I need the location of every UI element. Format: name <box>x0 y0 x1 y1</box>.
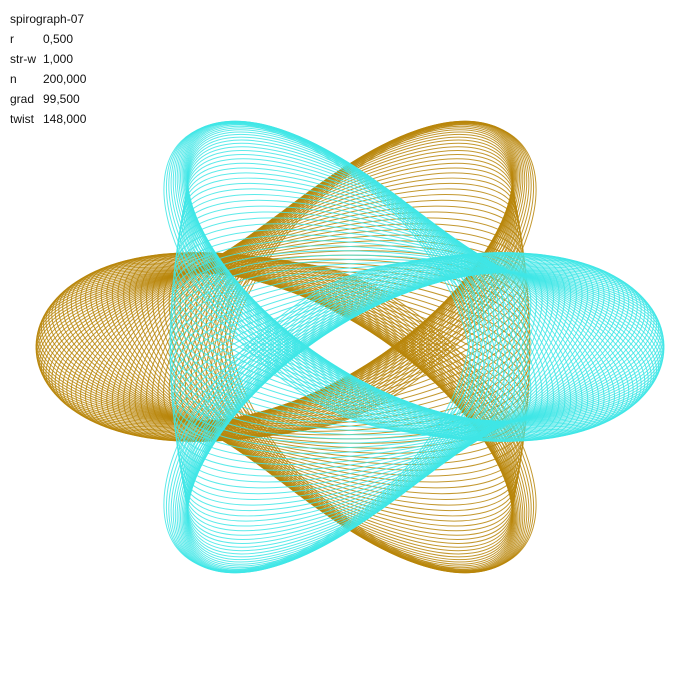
right-lobe-curve <box>180 188 625 433</box>
left-lobe-curve <box>229 123 537 431</box>
left-lobe-curve <box>62 205 523 429</box>
param-label-str-w: str-w <box>10 52 36 66</box>
left-lobe-curve <box>157 252 514 565</box>
right-lobe-curve <box>163 263 471 571</box>
right-lobe-curve <box>163 123 471 431</box>
right-lobe-curve <box>175 217 646 426</box>
right-lobe-curve <box>182 254 521 571</box>
left-lobe-curve <box>205 258 526 574</box>
left-lobe-curve <box>229 263 537 571</box>
left-lobe-curve <box>220 261 532 573</box>
right-lobe-curve <box>185 252 537 567</box>
param-value-twist: 148,000 <box>43 112 87 126</box>
param-value-str-w: 1,000 <box>43 52 74 66</box>
right-lobe-curve <box>170 260 485 573</box>
parameter-panel: spirograph-07 r 0,500 str-w 1,000 n 200,… <box>10 9 86 129</box>
right-lobe-curve <box>186 252 543 565</box>
right-lobe-curve <box>169 267 665 429</box>
param-row-str-w: str-w 1,000 <box>10 49 86 69</box>
right-lobe-curve <box>172 259 490 574</box>
param-row-r: r 0,500 <box>10 29 86 49</box>
param-value-n: 200,000 <box>43 72 87 86</box>
right-lobe-curve <box>177 205 638 429</box>
right-lobe-curve <box>181 255 516 572</box>
param-label-n: n <box>10 72 17 86</box>
right-lobe-curve <box>172 234 655 423</box>
param-label-r: r <box>10 32 14 46</box>
sketch-title: spirograph-07 <box>10 12 85 26</box>
right-lobe-curve <box>165 262 476 572</box>
left-lobe-curve <box>184 255 519 572</box>
param-row-n: n 200,000 <box>10 69 86 89</box>
left-lobe-curve <box>174 253 517 570</box>
left-lobe-curve <box>163 252 515 567</box>
param-value-grad: 99,500 <box>43 92 80 106</box>
right-lobe-curve <box>170 272 661 444</box>
right-lobe-curve <box>168 261 480 573</box>
right-lobe-curve <box>169 269 665 432</box>
right-lobe-curves <box>163 120 665 574</box>
left-lobe-curve <box>39 272 530 444</box>
param-row-twist: twist 148,000 <box>10 109 86 129</box>
param-label-grad: grad <box>10 92 35 106</box>
right-lobe-curve <box>183 253 526 570</box>
right-lobe-curve <box>180 255 510 573</box>
param-row-grad: grad 99,500 <box>10 89 86 109</box>
right-lobe-curve <box>174 258 495 574</box>
right-lobe-curve <box>176 257 500 574</box>
param-label-twist: twist <box>10 112 34 126</box>
right-lobe-curve <box>184 253 532 569</box>
param-value-r: 0,500 <box>43 32 74 46</box>
right-lobe-curve <box>178 256 505 573</box>
